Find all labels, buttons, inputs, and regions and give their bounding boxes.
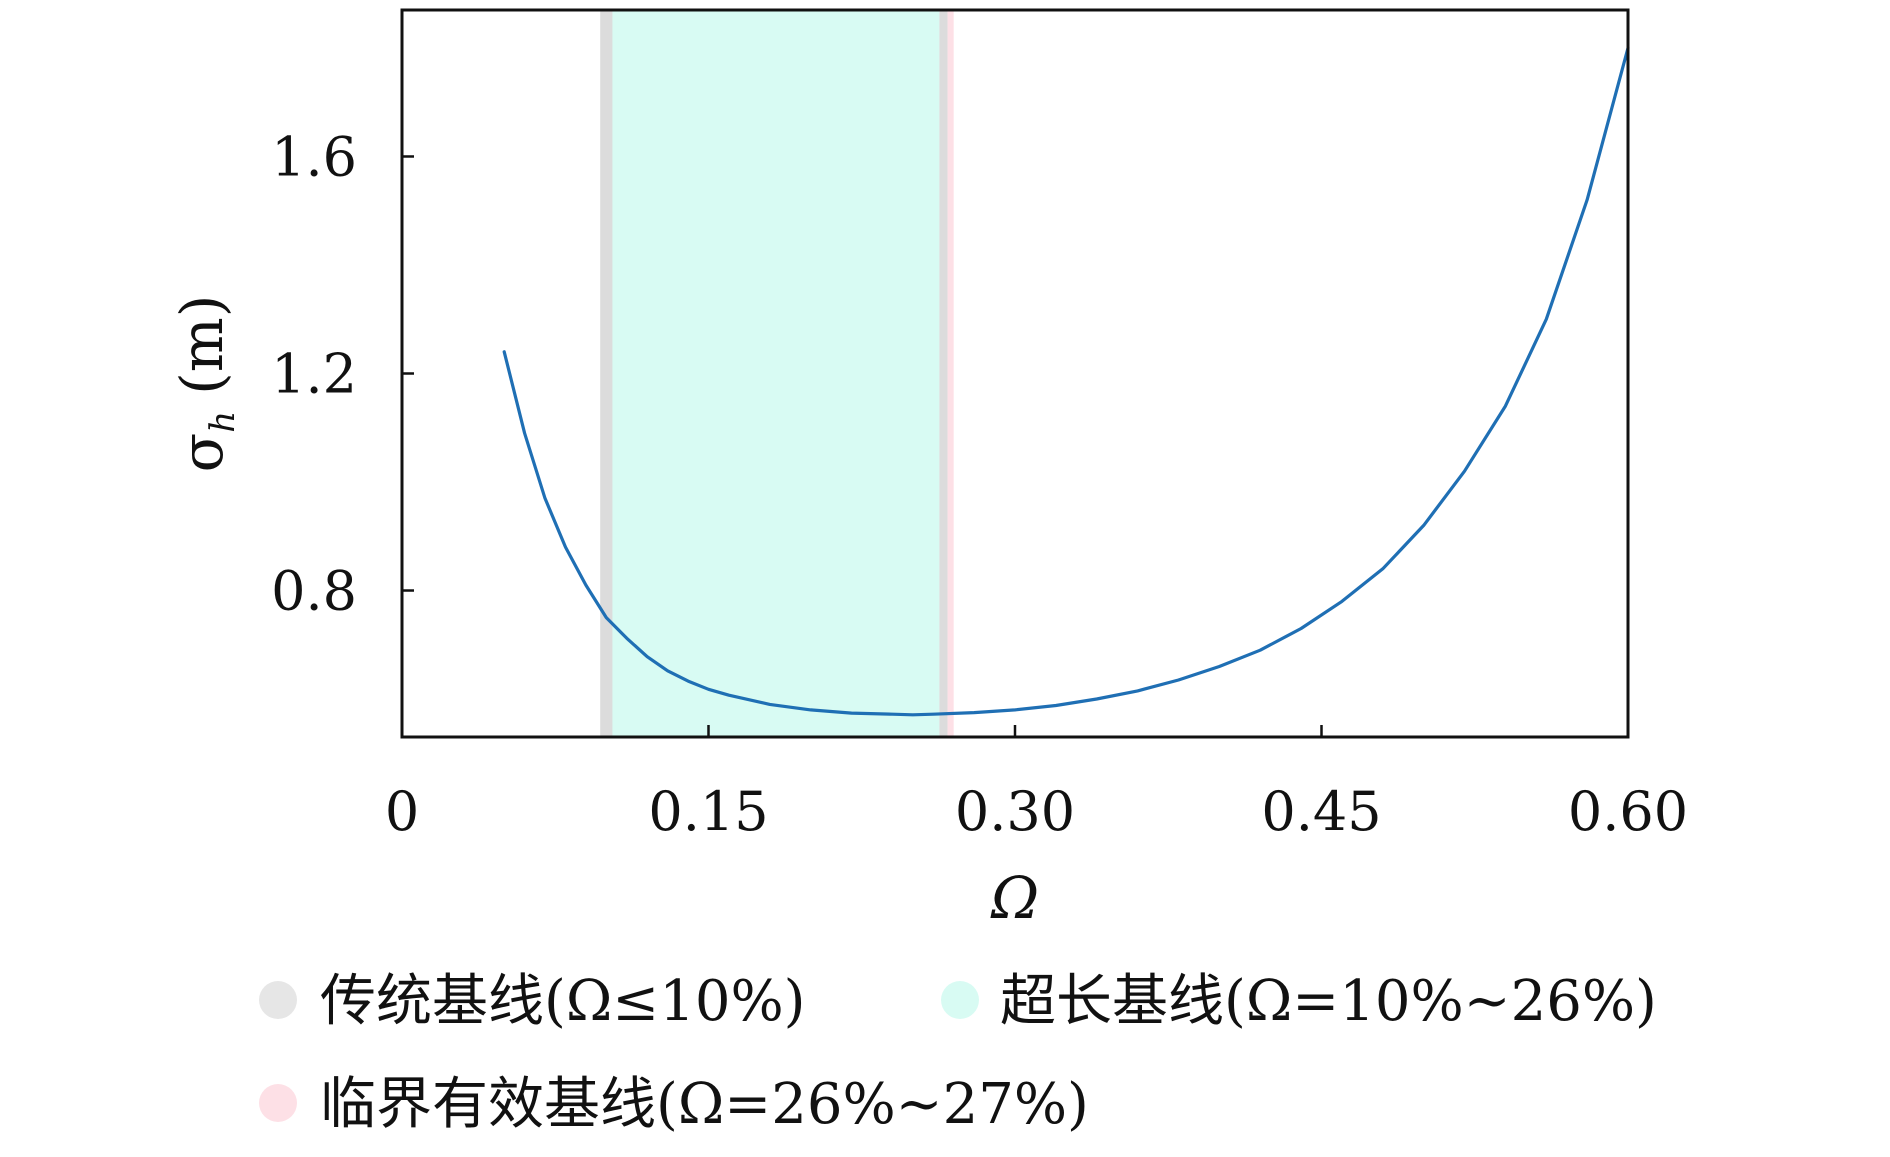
shaded-band-2 <box>939 10 948 737</box>
shaded-band-3 <box>947 10 954 737</box>
y-axis-title: σh (m) <box>168 295 243 473</box>
shaded-band-0 <box>600 10 613 737</box>
legend-label: 超长基线(Ω=10%~26%) <box>1000 969 1657 1034</box>
legend-swatch <box>259 981 297 1019</box>
x-tick-label: 0.45 <box>1261 780 1381 843</box>
x-tick-label: 0.15 <box>648 780 768 843</box>
series-lines <box>502 46 1630 717</box>
x-axis-title: Ω <box>990 864 1039 932</box>
plot-frame <box>400 8 1630 739</box>
axis-ticks: 0 0.15 0.30 0.45 0.60 0.8 1.2 1.6 <box>271 125 1688 843</box>
legend-label: 传统基线(Ω≤10%) <box>320 969 806 1034</box>
legend-label: 临界有效基线(Ω=26%~27%) <box>320 1072 1089 1137</box>
y-tick-label: 0.8 <box>271 560 357 623</box>
legend-item-0: 传统基线(Ω≤10%) <box>259 969 806 1034</box>
y-axis-subscript: h <box>203 411 243 433</box>
legend-item-2: 临界有效基线(Ω=26%~27%) <box>259 1072 1089 1137</box>
x-tick-label: 0.30 <box>955 780 1075 843</box>
shaded-regions <box>600 10 954 737</box>
y-axis-symbol: σ <box>168 433 236 473</box>
legend-swatch <box>941 981 979 1019</box>
series-line-0 <box>502 46 1630 717</box>
legend-item-1: 超长基线(Ω=10%~26%) <box>941 969 1657 1034</box>
x-tick-label: 0 <box>385 780 419 843</box>
legend: 传统基线(Ω≤10%) 超长基线(Ω=10%~26%) 临界有效基线(Ω=26%~2… <box>259 969 1657 1137</box>
legend-swatch <box>259 1084 297 1122</box>
y-axis-unit: (m) <box>168 295 236 395</box>
x-tick-label: 0.60 <box>1568 780 1688 843</box>
y-tick-label: 1.6 <box>271 125 357 188</box>
shaded-band-1 <box>612 10 940 737</box>
y-tick-label: 1.2 <box>271 343 357 406</box>
